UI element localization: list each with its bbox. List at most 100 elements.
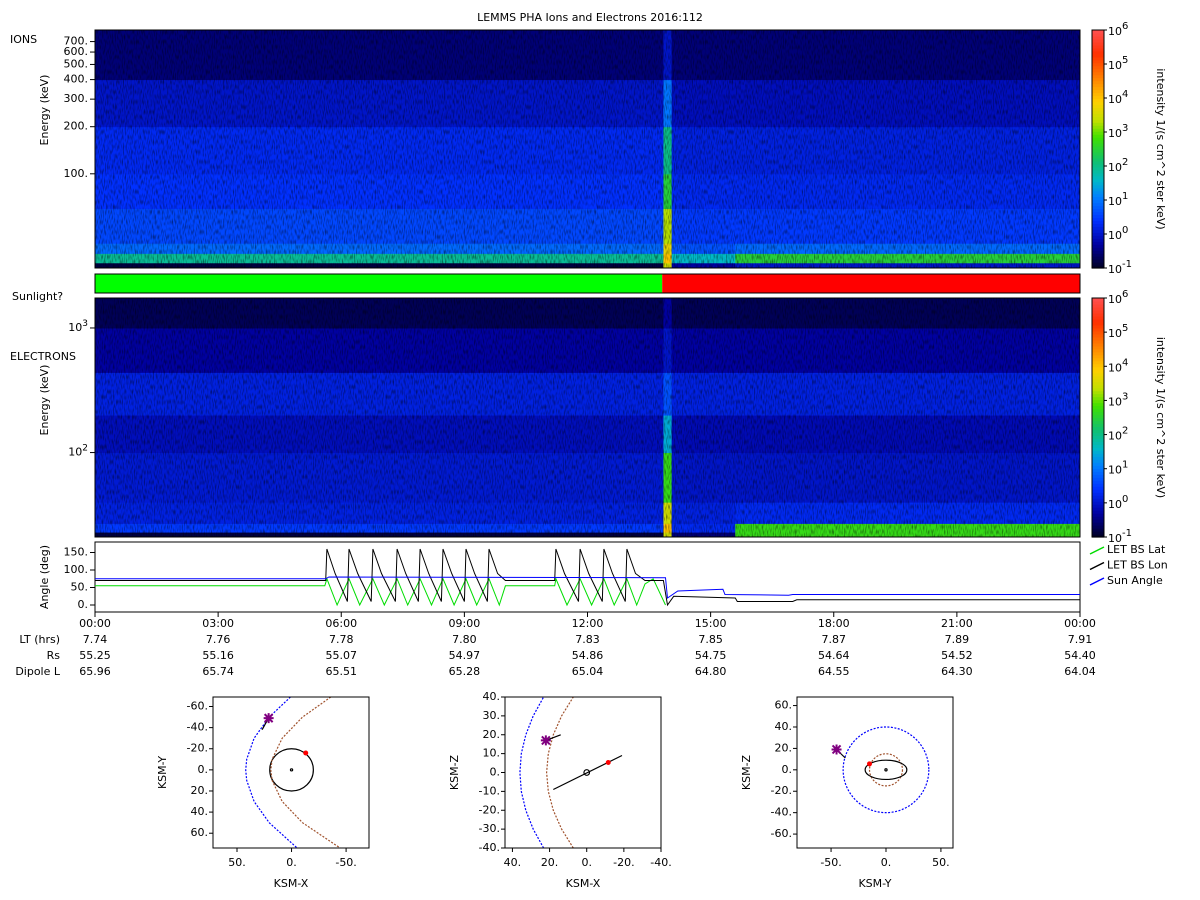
colorbar-swatch (1092, 163, 1104, 168)
colorbar-swatch (1092, 131, 1104, 135)
colorbar-swatch (1092, 438, 1104, 442)
ephemeris-value: 55.07 (326, 649, 358, 662)
ephemeris-value: 7.91 (1068, 633, 1093, 646)
tick-label: 400. (64, 73, 89, 86)
orbit-curve (545, 697, 574, 848)
colorbar-frame (1091, 29, 1105, 269)
legend-label: LET BS Lon (1107, 559, 1168, 572)
colorbar-swatch (1092, 116, 1104, 120)
x-tick-label: 20. (541, 856, 559, 869)
x-tick-label: 0. (881, 856, 892, 869)
ephemeris-value: 7.85 (698, 633, 723, 646)
orbit-ellipse (868, 753, 904, 787)
colorbar-swatch (1092, 44, 1104, 49)
colorbar-swatch (1092, 414, 1104, 419)
colorbar-swatch (1092, 199, 1104, 204)
colorbar-swatch (1092, 217, 1104, 221)
tick-label: 100. (64, 167, 89, 180)
colorbar-swatch (1092, 423, 1104, 428)
colorbar-swatch (1092, 516, 1104, 520)
y-tick-label: 40. (775, 720, 793, 733)
colorbar-tick-exponent: 6 (1122, 289, 1128, 300)
colorbar-tick-exponent: 2 (1122, 157, 1128, 168)
colorbar-swatch (1092, 534, 1104, 538)
colorbar-swatch (1092, 241, 1104, 245)
colorbar-swatch (1092, 211, 1104, 216)
colorbar-swatch (1092, 146, 1104, 150)
y-tick-label: -40. (187, 721, 208, 734)
tick-label: 500. (64, 57, 89, 70)
ephemeris-value: 55.25 (79, 649, 111, 662)
colorbar-swatch (1092, 477, 1104, 481)
colorbar-tick-exponent: 0 (1122, 494, 1128, 505)
colorbar-swatch (1092, 86, 1104, 91)
tick-label: 600. (64, 45, 89, 58)
colorbar-swatch (1092, 489, 1104, 493)
colorbar-swatch (1092, 507, 1104, 511)
colorbar-swatch (1092, 450, 1104, 454)
tick-exponent: 2 (82, 443, 88, 453)
orbit-ellipse (289, 768, 294, 772)
colorbar-swatch (1092, 110, 1104, 114)
colorbar-swatch (1092, 381, 1104, 386)
ephemeris-value: 7.76 (206, 633, 231, 646)
colorbar-swatch (1092, 378, 1104, 383)
colorbar-swatch (1092, 474, 1104, 478)
colorbar-swatch (1092, 53, 1104, 58)
colorbar-swatch (1092, 453, 1104, 457)
x-tick-label: 50. (932, 856, 950, 869)
colorbar-tick-exponent: 6 (1122, 21, 1128, 32)
colorbar-swatch (1092, 501, 1104, 505)
colorbar-swatch (1092, 465, 1104, 469)
x-tick-label: 12:00 (572, 617, 604, 630)
orbit-content (519, 697, 623, 848)
colorbar-swatch (1092, 151, 1104, 156)
ephemeris-value: 54.64 (818, 649, 850, 662)
legend-swatch (1089, 577, 1105, 586)
tick-exponent: 3 (82, 318, 88, 328)
colorbar-swatch (1092, 250, 1104, 254)
ephemeris-value: 65.74 (202, 665, 234, 678)
orbit-ellipse (864, 759, 908, 781)
colorbar-swatch (1092, 259, 1104, 263)
colorbar-swatch (1092, 405, 1104, 410)
colorbar-swatch (1092, 354, 1104, 359)
ephemeris-value: 54.40 (1064, 649, 1096, 662)
colorbar-swatch (1092, 232, 1104, 236)
ephemeris-value: 7.87 (822, 633, 847, 646)
ephemeris-value: 7.80 (452, 633, 477, 646)
ephemeris-value: 7.78 (329, 633, 354, 646)
colorbar-tick-exponent: 3 (1122, 391, 1128, 402)
colorbar-swatch (1092, 140, 1104, 144)
colorbar-swatch (1092, 324, 1104, 329)
colorbar-swatch (1092, 68, 1104, 73)
colorbar-swatch (1092, 459, 1104, 463)
ephemeris-value: 64.04 (1064, 665, 1096, 678)
orbit-curve (270, 697, 341, 848)
panel-label: IONS (10, 33, 37, 46)
colorbar-swatch (1092, 134, 1104, 138)
y-tick-label: 10. (483, 747, 501, 760)
colorbar-swatch (1092, 98, 1104, 102)
colorbar-swatch (1092, 38, 1104, 43)
tick-label: 200. (64, 120, 89, 133)
colorbar-swatch (1092, 396, 1104, 401)
ephemeris-value: 64.30 (941, 665, 973, 678)
x-tick-label: 06:00 (325, 617, 357, 630)
ephemeris-value: 65.28 (449, 665, 481, 678)
colorbar-tick-exponent: 1 (1122, 460, 1128, 471)
ephemeris-value: 65.51 (326, 665, 358, 678)
colorbar-swatch (1092, 315, 1104, 320)
colorbar-swatch (1092, 345, 1104, 350)
x-tick-label: 03:00 (202, 617, 234, 630)
y-tick-label: -10. (479, 784, 500, 797)
colorbar-swatch (1092, 447, 1104, 451)
colorbar-swatch (1092, 208, 1104, 213)
colorbar-swatch (1092, 456, 1104, 460)
colorbar-swatch (1092, 214, 1104, 219)
colorbar-swatch (1092, 187, 1104, 192)
colorbar-swatch (1092, 432, 1104, 437)
colorbar-swatch (1092, 525, 1104, 529)
x-tick-label: -50. (820, 856, 841, 869)
